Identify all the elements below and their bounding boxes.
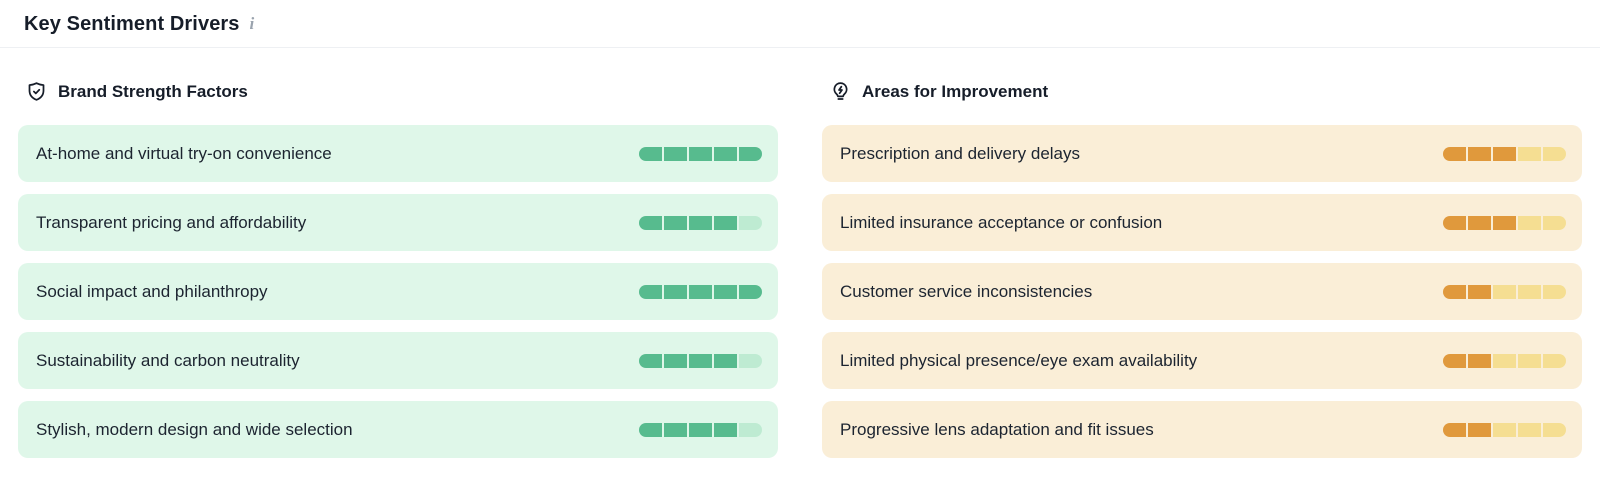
score-segment bbox=[1443, 422, 1466, 437]
score-segment bbox=[1543, 284, 1566, 299]
list-item[interactable]: Social impact and philanthropy bbox=[18, 263, 778, 320]
driver-label: Limited insurance acceptance or confusio… bbox=[840, 212, 1163, 232]
score-segment bbox=[739, 146, 762, 161]
score-segment bbox=[639, 146, 662, 161]
list-item[interactable]: Transparent pricing and affordability bbox=[18, 194, 778, 251]
score-segment bbox=[1468, 422, 1491, 437]
score-segment bbox=[689, 284, 712, 299]
list-item[interactable]: Prescription and delivery delays bbox=[822, 125, 1582, 182]
score-bar bbox=[639, 353, 762, 368]
score-segment bbox=[1468, 215, 1491, 230]
score-segment bbox=[689, 146, 712, 161]
score-segment bbox=[739, 353, 762, 368]
shield-check-icon bbox=[26, 81, 47, 102]
score-bar bbox=[639, 422, 762, 437]
score-segment bbox=[1493, 284, 1516, 299]
score-segment bbox=[689, 422, 712, 437]
score-segment bbox=[1518, 422, 1541, 437]
score-segment bbox=[664, 146, 687, 161]
panel-header: Key Sentiment Drivers i bbox=[0, 0, 1600, 48]
score-segment bbox=[1543, 422, 1566, 437]
improvement-column: Areas for Improvement Prescription and d… bbox=[822, 81, 1582, 458]
score-segment bbox=[664, 284, 687, 299]
score-segment bbox=[1493, 146, 1516, 161]
score-segment bbox=[639, 215, 662, 230]
score-segment bbox=[1543, 353, 1566, 368]
improvement-title: Areas for Improvement bbox=[862, 81, 1049, 101]
score-segment bbox=[714, 146, 737, 161]
score-segment bbox=[1543, 215, 1566, 230]
score-bar bbox=[639, 215, 762, 230]
score-segment bbox=[689, 353, 712, 368]
driver-label: Sustainability and carbon neutrality bbox=[36, 350, 300, 370]
score-bar bbox=[1443, 422, 1566, 437]
driver-label: Progressive lens adaptation and fit issu… bbox=[840, 419, 1154, 439]
score-segment bbox=[714, 215, 737, 230]
score-segment bbox=[739, 422, 762, 437]
score-segment bbox=[1518, 215, 1541, 230]
score-bar bbox=[639, 146, 762, 161]
score-segment bbox=[1493, 422, 1516, 437]
score-segment bbox=[639, 284, 662, 299]
score-bar bbox=[1443, 215, 1566, 230]
score-segment bbox=[1493, 353, 1516, 368]
score-segment bbox=[1518, 353, 1541, 368]
list-item[interactable]: Customer service inconsistencies bbox=[822, 263, 1582, 320]
score-bar bbox=[1443, 353, 1566, 368]
score-segment bbox=[664, 353, 687, 368]
info-icon[interactable]: i bbox=[249, 14, 255, 33]
lightbulb-icon bbox=[830, 81, 851, 102]
brand-strength-header: Brand Strength Factors bbox=[18, 81, 778, 102]
score-segment bbox=[1443, 353, 1466, 368]
driver-label: Transparent pricing and affordability bbox=[36, 212, 307, 232]
driver-label: Stylish, modern design and wide selectio… bbox=[36, 419, 353, 439]
score-segment bbox=[689, 215, 712, 230]
score-segment bbox=[1493, 215, 1516, 230]
score-segment bbox=[1468, 353, 1491, 368]
score-bar bbox=[1443, 284, 1566, 299]
score-segment bbox=[1443, 284, 1466, 299]
score-segment bbox=[639, 353, 662, 368]
score-segment bbox=[1543, 146, 1566, 161]
score-segment bbox=[739, 215, 762, 230]
score-segment bbox=[714, 284, 737, 299]
driver-label: At-home and virtual try-on convenience bbox=[36, 143, 332, 163]
score-segment bbox=[1468, 284, 1491, 299]
score-bar bbox=[639, 284, 762, 299]
improvement-list: Prescription and delivery delays Limited … bbox=[822, 125, 1582, 458]
brand-strength-title: Brand Strength Factors bbox=[58, 81, 248, 101]
score-segment bbox=[1443, 146, 1466, 161]
list-item[interactable]: At-home and virtual try-on convenience bbox=[18, 125, 778, 182]
score-segment bbox=[714, 353, 737, 368]
driver-label: Customer service inconsistencies bbox=[840, 281, 1093, 301]
list-item[interactable]: Sustainability and carbon neutrality bbox=[18, 332, 778, 389]
driver-label: Prescription and delivery delays bbox=[840, 143, 1081, 163]
driver-label: Limited physical presence/eye exam avail… bbox=[840, 350, 1198, 370]
score-segment bbox=[639, 422, 662, 437]
score-segment bbox=[1468, 146, 1491, 161]
page-title: Key Sentiment Drivers bbox=[24, 13, 240, 35]
list-item[interactable]: Limited physical presence/eye exam avail… bbox=[822, 332, 1582, 389]
score-segment bbox=[1518, 284, 1541, 299]
list-item[interactable]: Limited insurance acceptance or confusio… bbox=[822, 194, 1582, 251]
score-segment bbox=[714, 422, 737, 437]
sentiment-drivers-panel: Brand Strength Factors At-home and virtu… bbox=[0, 48, 1600, 458]
list-item[interactable]: Stylish, modern design and wide selectio… bbox=[18, 401, 778, 458]
score-segment bbox=[664, 215, 687, 230]
score-segment bbox=[739, 284, 762, 299]
brand-strength-column: Brand Strength Factors At-home and virtu… bbox=[18, 81, 778, 458]
driver-label: Social impact and philanthropy bbox=[36, 281, 268, 301]
score-bar bbox=[1443, 146, 1566, 161]
score-segment bbox=[1443, 215, 1466, 230]
list-item[interactable]: Progressive lens adaptation and fit issu… bbox=[822, 401, 1582, 458]
improvement-header: Areas for Improvement bbox=[822, 81, 1582, 102]
brand-strength-list: At-home and virtual try-on convenience Tr… bbox=[18, 125, 778, 458]
score-segment bbox=[1518, 146, 1541, 161]
score-segment bbox=[664, 422, 687, 437]
